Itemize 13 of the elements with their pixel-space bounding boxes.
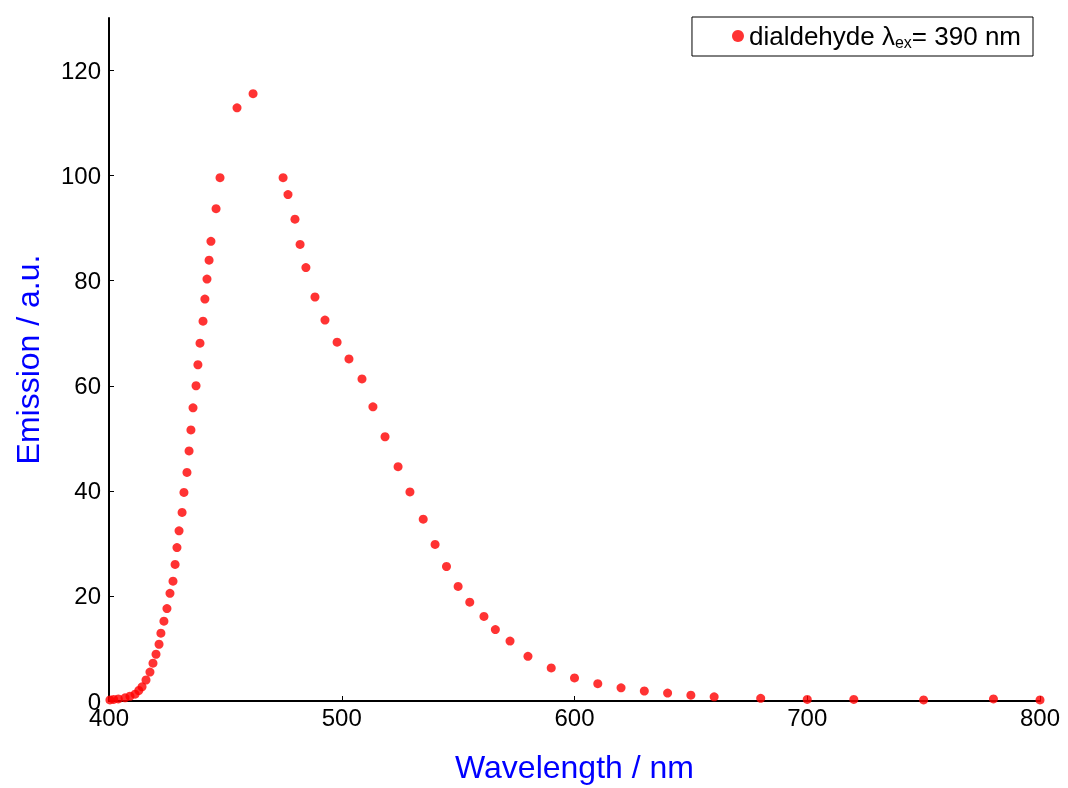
x-axis-title: Wavelength / nm <box>455 749 694 785</box>
y-tick-label: 40 <box>74 477 101 505</box>
y-axis-title: Emission / a.u. <box>10 254 46 465</box>
y-tick-label: 100 <box>60 162 101 190</box>
x-tick-label: 600 <box>554 703 595 731</box>
y-tick-label: 60 <box>74 372 101 400</box>
y-tick-label: 120 <box>60 57 101 85</box>
y-tick-label: 80 <box>74 267 101 295</box>
y-tick-label: 20 <box>74 582 101 610</box>
x-tick-label: 700 <box>787 703 828 731</box>
x-tick-label: 800 <box>1019 703 1061 731</box>
legend-label: dialdehyde λex= 390 nm <box>748 21 1022 51</box>
x-tick-label: 500 <box>321 703 362 731</box>
